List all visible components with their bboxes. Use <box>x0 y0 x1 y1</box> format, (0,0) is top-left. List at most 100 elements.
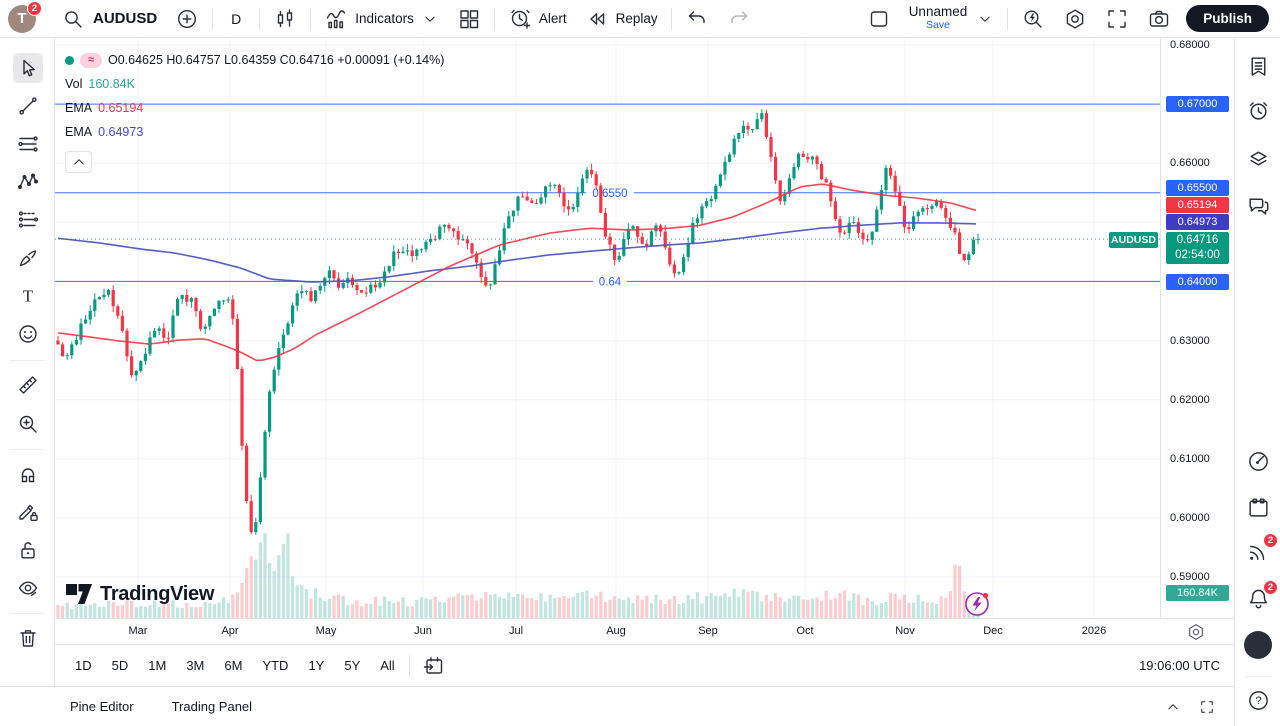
replay-button[interactable]: Replay <box>576 0 667 37</box>
range-6m-button[interactable]: 6M <box>224 658 243 673</box>
magnet-tool[interactable] <box>13 459 43 489</box>
data-mode-pill[interactable]: ≈ <box>80 52 102 68</box>
ruler-tool-icon <box>16 373 40 397</box>
right-sidebar: 2 2? <box>1234 38 1280 726</box>
plus-circle-icon <box>175 7 199 31</box>
timeframe-bar: 1D 5D 1M 3M 6M YTD 1Y 5Y All 19:06:00 UTC <box>55 644 1234 686</box>
save-link[interactable]: Save <box>925 19 950 32</box>
range-1y-button[interactable]: 1Y <box>308 658 325 673</box>
time-axis-label: Mar <box>128 625 148 637</box>
remove-drawings-tool[interactable] <box>13 623 43 653</box>
camera-icon <box>1147 7 1171 31</box>
ema-slow-line[interactable] <box>57 222 977 283</box>
trend-line-tool[interactable] <box>13 91 43 121</box>
user-avatar[interactable]: T 2 <box>8 0 42 33</box>
price-chart[interactable]: 0.6550 0.64 <box>55 38 1160 618</box>
chart-settings-button[interactable] <box>1054 0 1096 37</box>
sidebar-streams-button[interactable]: 2 <box>1244 533 1278 565</box>
alert-label: Alert <box>538 11 567 26</box>
ruler-tool[interactable] <box>13 370 43 400</box>
text-tool[interactable]: T <box>13 281 43 311</box>
compare-add-button[interactable] <box>166 0 208 37</box>
sidebar-notifications-button[interactable]: 2 <box>1244 580 1278 612</box>
go-to-date-icon[interactable] <box>422 654 446 678</box>
tab-trading-panel[interactable]: Trading Panel <box>171 699 253 714</box>
fib-retracement-tool[interactable] <box>13 129 43 159</box>
price-level-badge: 0.67000 <box>1166 96 1229 112</box>
panel-expand-icon[interactable] <box>1164 698 1182 716</box>
current-price-badge: 0.64716 02:54:00 <box>1166 232 1229 264</box>
indicators-label: Indicators <box>355 11 414 26</box>
range-3m-button[interactable]: 3M <box>186 658 205 673</box>
publish-button[interactable]: Publish <box>1186 5 1269 32</box>
layout-menu-button[interactable] <box>976 0 1003 37</box>
sidebar-apps-button[interactable] <box>1244 631 1272 659</box>
layout-square-icon <box>867 7 891 31</box>
symbol-search-button[interactable]: AUDUSD <box>52 0 166 37</box>
svg-text:0.64: 0.64 <box>599 276 622 288</box>
hide-drawings-tool[interactable] <box>13 573 43 603</box>
utc-clock[interactable]: 19:06:00 UTC <box>1139 658 1220 673</box>
ema-fast-line[interactable] <box>57 183 977 362</box>
emoji-tool[interactable] <box>13 319 43 349</box>
toolbar-divider <box>1007 7 1009 30</box>
sidebar-chats-button[interactable] <box>1244 191 1272 219</box>
ema-slow-legend-row[interactable]: EMA 0.64973 <box>65 120 444 144</box>
interval-button[interactable]: D <box>217 0 255 37</box>
create-alert-button[interactable]: Alert <box>499 0 576 37</box>
range-1d-button[interactable]: 1D <box>75 658 92 673</box>
time-axis-label: Jun <box>414 625 432 637</box>
apps-icon <box>1248 635 1268 655</box>
brush-tool[interactable] <box>13 243 43 273</box>
chart-style-button[interactable] <box>264 0 306 37</box>
snapshot-button[interactable] <box>1138 0 1180 37</box>
toolbar-divider <box>10 613 44 614</box>
layout-name-button[interactable]: Unnamed Save <box>900 0 977 37</box>
zoom-in-tool[interactable] <box>13 409 43 439</box>
sidebar-calendar-button[interactable] <box>1244 493 1272 521</box>
ema-fast-legend-row[interactable]: EMA 0.65194 <box>65 96 444 120</box>
alerts-icon <box>1246 98 1271 123</box>
range-1m-button[interactable]: 1M <box>148 658 167 673</box>
price-scale[interactable]: 0.68000 0.66000 0.63000 0.62000 0.61000 0.600… <box>1109 38 1234 618</box>
symbol-legend-row[interactable]: ≈ O0.64625 H0.64757 L0.64359 C0.64716 +0… <box>65 48 444 72</box>
indicators-button[interactable]: Indicators <box>315 0 448 37</box>
range-5d-button[interactable]: 5D <box>111 658 129 673</box>
sidebar-ideas-button[interactable] <box>1244 447 1272 475</box>
tab-pine-editor[interactable]: Pine Editor <box>70 699 134 714</box>
drawing-mode-tool[interactable] <box>13 497 43 527</box>
xabcd-pattern-tool[interactable] <box>13 167 43 197</box>
fullscreen-button[interactable] <box>1096 0 1138 37</box>
legend-collapse-button[interactable] <box>65 151 92 173</box>
streams-badge: 2 <box>1263 533 1278 548</box>
ema-label: EMA <box>65 101 93 115</box>
time-axis[interactable]: Mar Apr May Jun Jul Aug Sep Oct Nov Dec 2026 <box>55 618 1234 644</box>
undo-button[interactable] <box>676 0 718 37</box>
notifications-icon <box>1246 586 1271 611</box>
layout-button[interactable] <box>858 0 900 37</box>
trend-line-tool-icon <box>16 94 40 118</box>
price-level-badge: 0.64973 <box>1166 214 1229 230</box>
sidebar-watchlist-button[interactable] <box>1244 52 1272 80</box>
flash-event-icon[interactable] <box>965 592 989 616</box>
range-ytd-button[interactable]: YTD <box>262 658 289 673</box>
svg-text:0.6550: 0.6550 <box>592 188 627 200</box>
range-5y-button[interactable]: 5Y <box>344 658 361 673</box>
projection-tool[interactable] <box>13 205 43 235</box>
alert-clock-icon <box>508 7 532 31</box>
range-all-button[interactable]: All <box>380 658 395 673</box>
quick-search-button[interactable] <box>1012 0 1054 37</box>
sidebar-layers-button[interactable] <box>1244 144 1272 172</box>
sidebar-help-button[interactable]: ? <box>1244 686 1272 714</box>
sidebar-divider <box>1245 676 1271 677</box>
volume-legend-row[interactable]: Vol 160.84K <box>65 72 444 96</box>
undo-icon <box>685 7 709 31</box>
redo-button[interactable] <box>718 0 760 37</box>
cursor-tool[interactable] <box>13 53 43 83</box>
sidebar-alerts-button[interactable] <box>1244 96 1272 124</box>
axis-settings-gear-icon[interactable] <box>1186 622 1206 642</box>
lock-drawings-tool[interactable] <box>13 535 43 565</box>
panel-maximize-icon[interactable] <box>1198 698 1216 716</box>
indicator-templates-button[interactable] <box>448 0 490 37</box>
horizontal-levels-layer[interactable]: 0.6550 0.64 <box>55 103 1160 288</box>
